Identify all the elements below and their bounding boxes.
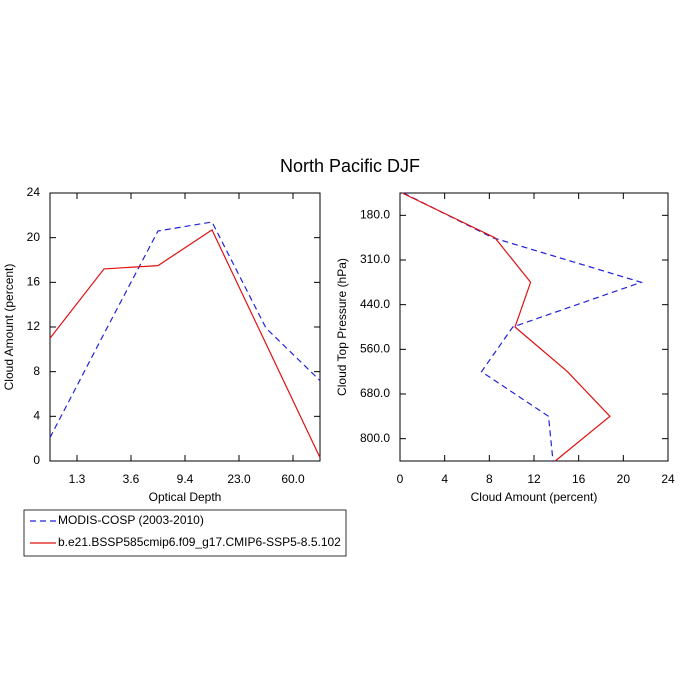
x-tick-label: 60.0 xyxy=(281,472,305,486)
x-tick-label: 0 xyxy=(397,472,404,486)
x-tick-label: 20 xyxy=(617,472,631,486)
y-tick-label: 0 xyxy=(33,453,40,467)
chart-title: North Pacific DJF xyxy=(280,156,420,176)
x-axis-label: Cloud Amount (percent) xyxy=(471,490,598,504)
y-tick-label: 16 xyxy=(27,275,41,289)
y-tick-label: 800.0 xyxy=(360,431,390,445)
legend-label: MODIS-COSP (2003-2010) xyxy=(58,513,204,527)
y-tick-label: 4 xyxy=(33,409,40,423)
x-tick-label: 3.6 xyxy=(123,472,140,486)
plot-frame xyxy=(399,192,669,462)
y-tick-label: 440.0 xyxy=(360,297,390,311)
x-tick-label: 24 xyxy=(661,472,675,486)
y-tick-label: 310.0 xyxy=(360,252,390,266)
y-tick-label: 8 xyxy=(33,364,40,378)
x-tick-label: 12 xyxy=(527,472,541,486)
legend-label: b.e21.BSSP585cmip6.f09_g17.CMIP6-SSP5-8.… xyxy=(58,535,341,549)
x-tick-label: 4 xyxy=(441,472,448,486)
series-line xyxy=(401,192,611,462)
y-axis-label: Cloud Amount (percent) xyxy=(2,264,16,391)
y-tick-label: 20 xyxy=(27,230,41,244)
x-tick-label: 23.0 xyxy=(227,472,251,486)
x-tick-label: 1.3 xyxy=(69,472,86,486)
x-axis-label: Optical Depth xyxy=(149,490,222,504)
series-line xyxy=(49,229,321,458)
y-tick-label: 680.0 xyxy=(360,386,390,400)
y-tick-label: 24 xyxy=(27,185,41,199)
x-tick-label: 8 xyxy=(486,472,493,486)
x-tick-label: 9.4 xyxy=(177,472,194,486)
x-tick-label: 16 xyxy=(572,472,586,486)
plot-frame xyxy=(49,192,321,462)
y-tick-label: 12 xyxy=(27,319,41,333)
y-axis-label: Cloud Top Pressure (hPa) xyxy=(335,258,349,396)
y-tick-label: 180.0 xyxy=(360,208,390,222)
series-line xyxy=(49,221,321,438)
y-tick-label: 560.0 xyxy=(360,342,390,356)
series-line xyxy=(403,192,644,462)
legend-box xyxy=(23,509,347,557)
